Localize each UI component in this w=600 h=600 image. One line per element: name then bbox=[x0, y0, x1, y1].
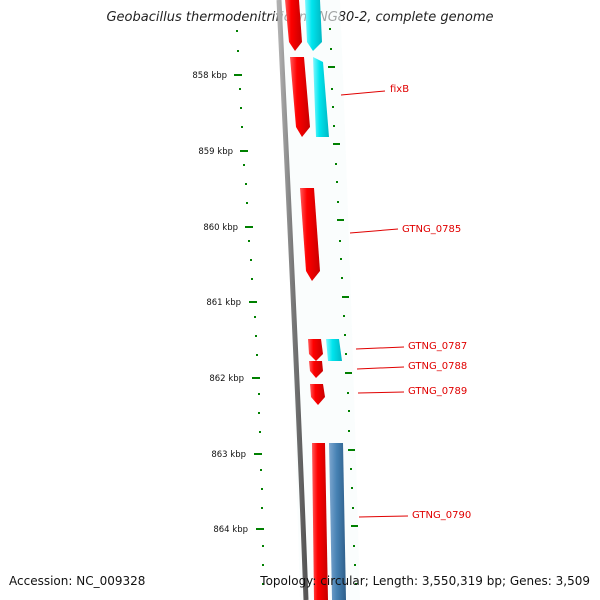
gene-label-GTNG_0785[interactable]: GTNG_0785 bbox=[402, 224, 461, 235]
tick-label-860: 860 kbp bbox=[203, 223, 238, 233]
gene-label-GTNG_0787[interactable]: GTNG_0787 bbox=[408, 341, 467, 352]
tick-label-861: 861 kbp bbox=[206, 298, 241, 308]
genome-backbone bbox=[276, 0, 309, 600]
tick-label-864: 864 kbp bbox=[213, 525, 248, 535]
gene-GTNG_0785[interactable] bbox=[300, 188, 320, 281]
gene-GTNG_0787[interactable] bbox=[308, 339, 323, 361]
topology-label: Topology: bbox=[260, 574, 317, 588]
gene-forward[interactable] bbox=[285, 0, 302, 51]
footer-accession: Accession: NC_009328 bbox=[9, 574, 145, 588]
gene-rna-0790[interactable] bbox=[329, 443, 346, 600]
footer-genome-info: Topology: circular; Length: 3,550,319 bp… bbox=[260, 574, 590, 588]
gene-reverse-0787[interactable] bbox=[326, 339, 342, 361]
gene-GTNG_0788[interactable] bbox=[309, 361, 323, 378]
tick-label-863: 863 kbp bbox=[211, 450, 246, 460]
topology-value: circular; bbox=[320, 574, 369, 588]
genes-label: Genes: bbox=[509, 574, 552, 588]
outer-major-ticks bbox=[328, 66, 358, 527]
accession-value: NC_009328 bbox=[76, 574, 146, 588]
label-leader-lines bbox=[340, 90, 409, 518]
gene-label-fixB[interactable]: fixB bbox=[390, 84, 409, 95]
gene-label-GTNG_0790[interactable]: GTNG_0790 bbox=[412, 510, 471, 521]
gene-GTNG_0789[interactable] bbox=[310, 384, 325, 405]
gene-label-GTNG_0789[interactable]: GTNG_0789 bbox=[408, 386, 467, 397]
genes-value: 3,509 bbox=[555, 574, 590, 588]
inner-major-ticks bbox=[234, 74, 264, 530]
length-label: Length: bbox=[372, 574, 419, 588]
outer-minor-ticks bbox=[329, 28, 357, 585]
gene-reverse-top[interactable] bbox=[305, 0, 322, 51]
tick-label-862: 862 kbp bbox=[209, 374, 244, 384]
gene-GTNG_0790[interactable] bbox=[312, 443, 328, 600]
tick-label-859: 859 kbp bbox=[198, 147, 233, 157]
gene-reverse-fixB[interactable] bbox=[313, 57, 329, 137]
gene-label-GTNG_0788[interactable]: GTNG_0788 bbox=[408, 361, 467, 372]
tick-label-858: 858 kbp bbox=[192, 71, 227, 81]
accession-label: Accession: bbox=[9, 574, 73, 588]
inner-minor-ticks bbox=[236, 30, 264, 585]
gene-fixB[interactable] bbox=[290, 57, 310, 137]
length-value: 3,550,319 bp; bbox=[421, 574, 507, 588]
